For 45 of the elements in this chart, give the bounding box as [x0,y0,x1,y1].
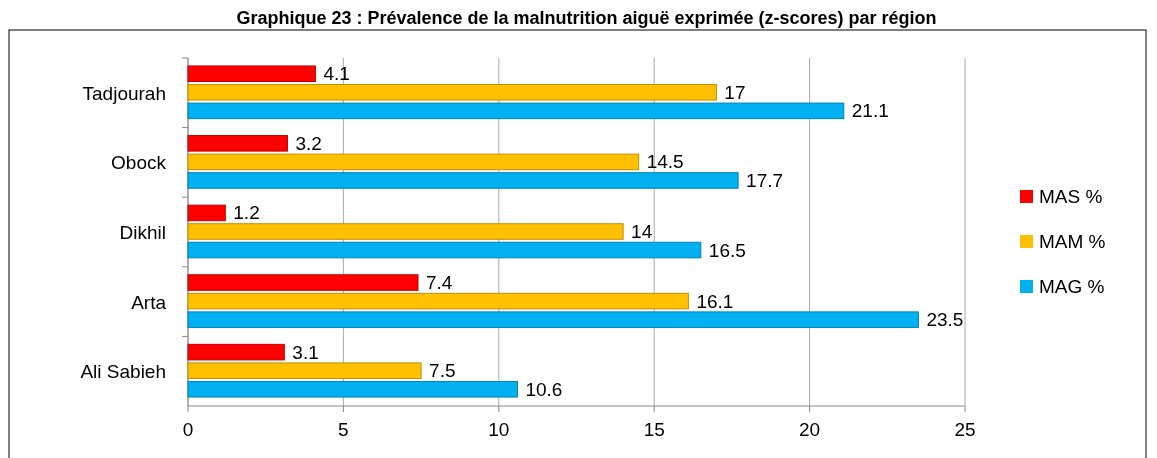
x-tick-label: 15 [643,419,665,440]
bar [187,274,419,291]
bar [187,135,288,152]
data-label: 10.6 [525,378,563,400]
x-tick-label: 0 [182,419,194,440]
bar [187,380,518,398]
bar [187,102,845,120]
chart-title: Graphique 23 : Prévalence de la malnutrition aiguë exprimée (z-scores) par région [236,8,937,28]
x-tick-label: 5 [338,419,349,440]
data-label: 14 [631,221,653,242]
bar [187,223,624,240]
y-tick-label: Ali Sabieh [80,361,166,383]
data-label: 3.1 [292,341,319,363]
legend-label: MAM % [1039,231,1106,252]
y-tick-label: Dikhil [119,222,166,243]
bar [187,343,285,361]
data-label: 16.5 [708,239,746,261]
legend-label: MAS % [1039,186,1103,207]
data-label: 16.1 [696,290,734,312]
data-label: 7.4 [425,272,453,294]
bar [187,84,717,101]
x-tick-label: 10 [488,419,510,440]
bar [187,172,739,189]
data-label: 7.5 [429,360,456,382]
bar [187,65,316,83]
y-tick-label: Tadjourah [82,82,166,104]
data-label: 14.5 [646,151,684,173]
legend-label: MAG % [1039,276,1105,297]
data-label: 17.7 [746,169,784,191]
x-tick-label: 25 [954,419,976,440]
bar [187,241,702,259]
bar [187,292,689,310]
bar [187,204,226,222]
bar [187,362,422,379]
y-tick-label: Arta [131,291,167,313]
x-tick-label: 20 [799,419,821,440]
data-label: 3.2 [295,132,322,154]
data-label: 17 [724,81,746,103]
data-label: 1.2 [233,202,260,224]
data-label: 4.1 [323,63,350,85]
bar [187,311,919,328]
bar [187,153,640,171]
y-tick-label: Obock [111,152,167,174]
data-label: 21.1 [851,100,889,122]
data-label: 23.5 [926,309,964,331]
